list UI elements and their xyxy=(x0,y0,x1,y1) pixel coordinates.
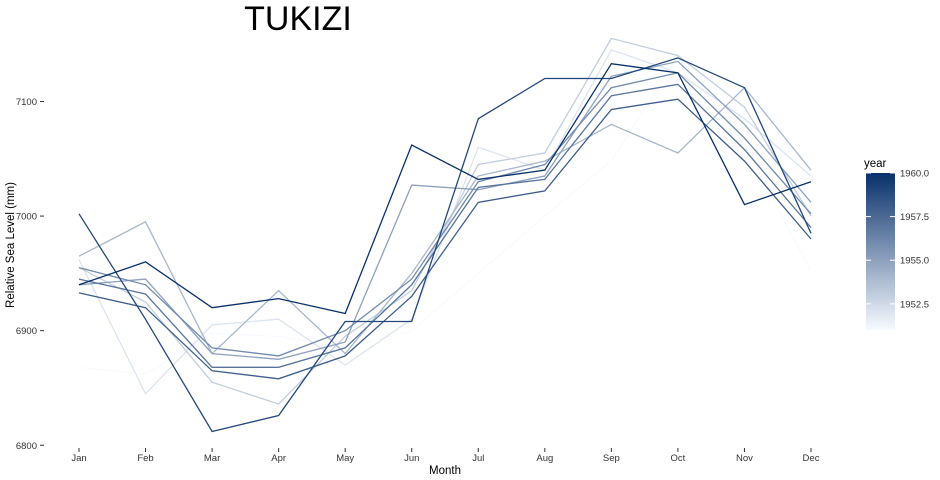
x-tick-label: Jan xyxy=(71,453,86,464)
series-line-5 xyxy=(78,72,812,357)
series-line-3 xyxy=(78,86,812,355)
x-axis-title: Month xyxy=(429,465,461,477)
legend-tick-label: 1957.5 xyxy=(900,212,929,223)
x-tick-label: Nov xyxy=(736,453,753,464)
x-axis: Jan Feb Mar Apr May Jun Jul Aug Sep Oct Nov Dec xyxy=(71,448,820,464)
y-tick-label: 6800 xyxy=(16,441,37,452)
x-tick-label: Jun xyxy=(404,453,419,464)
x-tick-label: Oct xyxy=(671,453,686,464)
legend-tick-label: 1960.0 xyxy=(900,169,929,180)
y-axis: 6800 6900 7000 7100 xyxy=(16,97,44,452)
legend: year 1952.5 1955.0 1957.5 1960.0 xyxy=(864,158,929,330)
legend-tick-label: 1955.0 xyxy=(900,256,929,267)
series-line-4 xyxy=(78,60,812,360)
series-line-7 xyxy=(78,98,812,380)
legend-ticks: 1952.5 1955.0 1957.5 1960.0 xyxy=(866,169,929,310)
x-tick-label: Sep xyxy=(603,453,620,464)
x-tick-label: Feb xyxy=(137,453,153,464)
x-tick-label: Aug xyxy=(536,453,553,464)
y-tick-label: 7100 xyxy=(16,97,37,108)
y-tick-label: 7000 xyxy=(16,212,37,223)
y-axis-title: Relative Sea Level (mm) xyxy=(5,182,17,308)
plot-area xyxy=(78,37,812,433)
series-line-1 xyxy=(78,49,812,395)
x-tick-label: Jul xyxy=(472,453,484,464)
y-tick-label: 6900 xyxy=(16,326,37,337)
series-line-9 xyxy=(78,62,812,315)
series-line-2 xyxy=(78,37,812,405)
legend-colorbar xyxy=(866,173,895,330)
x-tick-label: Apr xyxy=(271,453,286,464)
chart-title: TUKIZI xyxy=(244,0,352,38)
series-line-8 xyxy=(78,57,812,433)
x-tick-label: Mar xyxy=(204,453,220,464)
legend-tick-label: 1952.5 xyxy=(900,299,929,310)
legend-title: year xyxy=(864,158,887,170)
x-tick-label: May xyxy=(336,453,354,464)
series-line-0 xyxy=(78,54,812,375)
x-tick-label: Dec xyxy=(803,453,820,464)
